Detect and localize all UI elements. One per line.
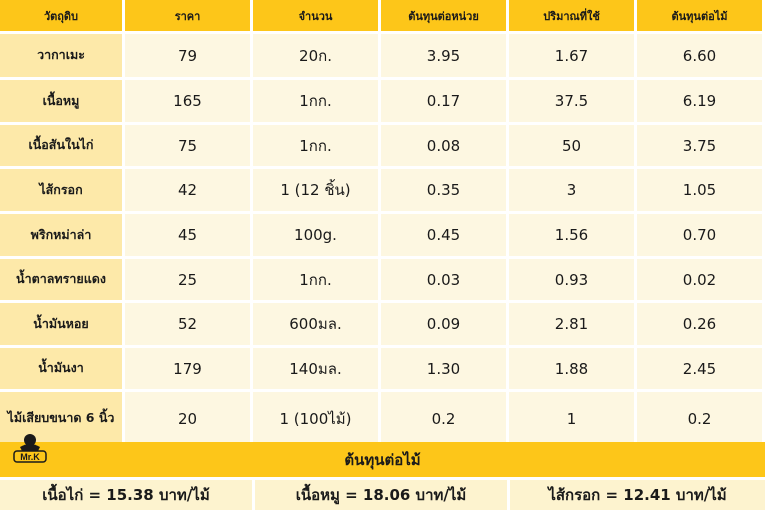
row-price: 179	[125, 348, 253, 392]
row-name: น้ำมันงา	[0, 348, 125, 392]
row-amount-used: 3	[509, 169, 637, 214]
row-unit-cost: 1.30	[381, 348, 509, 392]
row-unit-cost: 0.2	[381, 392, 509, 448]
row-amount-used: 37.5	[509, 80, 637, 125]
header-unit-cost: ต้นทุนต่อหน่วย	[381, 0, 509, 34]
row-unit-cost: 0.45	[381, 214, 509, 259]
row-price: 165	[125, 80, 253, 125]
summary-title: ต้นทุนต่อไม้	[0, 442, 765, 477]
header-amount-used: ปริมาณที่ใช้	[509, 0, 637, 34]
row-name: น้ำมันหอย	[0, 303, 125, 348]
svg-text:Mr.K: Mr.K	[20, 452, 40, 462]
header-ingredient: วัตถุดิบ	[0, 0, 125, 34]
row-price: 79	[125, 34, 253, 80]
row-cost-per-stick: 3.75	[637, 125, 765, 169]
row-cost-per-stick: 1.05	[637, 169, 765, 214]
row-price: 42	[125, 169, 253, 214]
row-quantity: 100g.	[253, 214, 381, 259]
row-quantity: 1 (12 ชิ้น)	[253, 169, 381, 214]
header-price: ราคา	[125, 0, 253, 34]
row-name: พริกหม่าล่า	[0, 214, 125, 259]
row-quantity: 1กก.	[253, 80, 381, 125]
row-cost-per-stick: 0.2	[637, 392, 765, 448]
row-price: 20	[125, 392, 253, 448]
row-unit-cost: 0.09	[381, 303, 509, 348]
row-name: น้ำตาลทรายแดง	[0, 259, 125, 303]
cost-table: วัตถุดิบ ราคา จำนวน ต้นทุนต่อหน่วย ปริมา…	[0, 0, 765, 448]
row-quantity: 20ก.	[253, 34, 381, 80]
row-price: 45	[125, 214, 253, 259]
row-unit-cost: 3.95	[381, 34, 509, 80]
summary-row: เนื้อไก่ = 15.38 บาท/ไม้ เนื้อหมู = 18.0…	[0, 480, 765, 510]
row-amount-used: 0.93	[509, 259, 637, 303]
header-quantity: จำนวน	[253, 0, 381, 34]
row-amount-used: 2.81	[509, 303, 637, 348]
row-name: เนื้อหมู	[0, 80, 125, 125]
row-name: ไม้เสียบขนาด 6 นิ้ว	[0, 392, 125, 448]
row-cost-per-stick: 6.19	[637, 80, 765, 125]
summary-sausage: ไส้กรอก = 12.41 บาท/ไม้	[510, 480, 765, 510]
row-amount-used: 1	[509, 392, 637, 448]
header-cost-per-stick: ต้นทุนต่อไม้	[637, 0, 765, 34]
row-price: 25	[125, 259, 253, 303]
row-quantity: 1กก.	[253, 259, 381, 303]
row-name: เนื้อสันในไก่	[0, 125, 125, 169]
row-amount-used: 1.67	[509, 34, 637, 80]
row-name: วากาเมะ	[0, 34, 125, 80]
row-amount-used: 1.56	[509, 214, 637, 259]
row-price: 75	[125, 125, 253, 169]
summary-pork: เนื้อหมู = 18.06 บาท/ไม้	[255, 480, 510, 510]
row-unit-cost: 0.03	[381, 259, 509, 303]
row-unit-cost: 0.08	[381, 125, 509, 169]
row-cost-per-stick: 0.70	[637, 214, 765, 259]
row-quantity: 600มล.	[253, 303, 381, 348]
row-quantity: 1กก.	[253, 125, 381, 169]
row-amount-used: 50	[509, 125, 637, 169]
row-unit-cost: 0.17	[381, 80, 509, 125]
summary-chicken: เนื้อไก่ = 15.38 บาท/ไม้	[0, 480, 255, 510]
row-amount-used: 1.88	[509, 348, 637, 392]
row-cost-per-stick: 0.26	[637, 303, 765, 348]
row-quantity: 140มล.	[253, 348, 381, 392]
row-price: 52	[125, 303, 253, 348]
row-name: ไส้กรอก	[0, 169, 125, 214]
row-cost-per-stick: 0.02	[637, 259, 765, 303]
row-unit-cost: 0.35	[381, 169, 509, 214]
row-cost-per-stick: 2.45	[637, 348, 765, 392]
row-quantity: 1 (100ไม้)	[253, 392, 381, 448]
row-cost-per-stick: 6.60	[637, 34, 765, 80]
mr-k-logo-icon: Mr.K	[12, 431, 48, 467]
